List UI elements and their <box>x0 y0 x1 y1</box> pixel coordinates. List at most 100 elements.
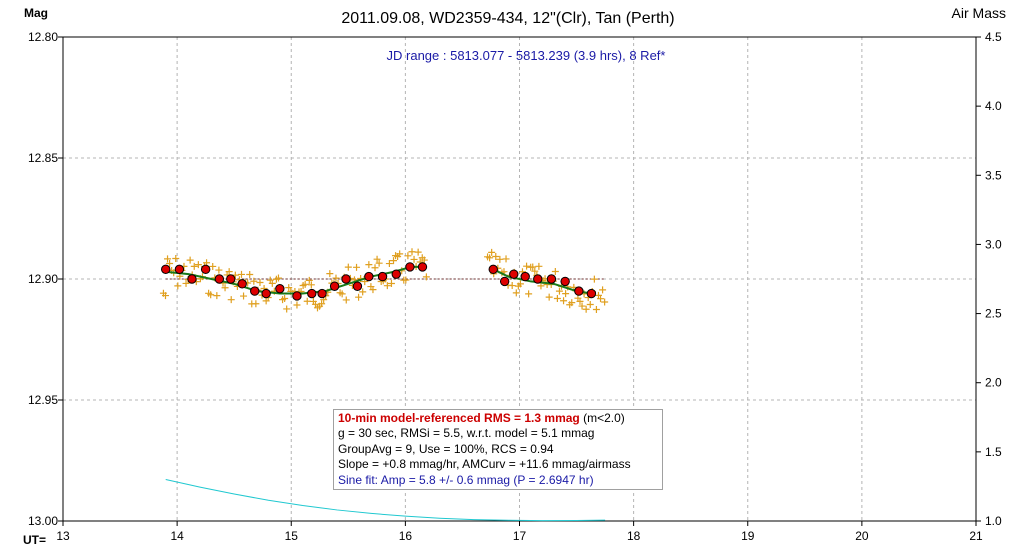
group-average-point <box>307 288 317 299</box>
raw-data-point <box>285 284 293 292</box>
raw-data-point <box>488 248 496 256</box>
group-average-point <box>250 286 260 296</box>
group-average-point <box>417 262 428 272</box>
raw-data-point <box>332 274 340 282</box>
x-tick-label: 14 <box>170 529 184 543</box>
raw-data-point <box>535 262 543 270</box>
raw-data-point <box>194 261 202 269</box>
raw-data-point <box>215 266 223 274</box>
raw-data-point <box>161 292 169 300</box>
raw-data-point <box>597 295 605 303</box>
y2-tick-label: 4.5 <box>985 30 1002 44</box>
group-average-point <box>292 291 302 301</box>
raw-data-point <box>371 264 379 272</box>
y-tick-label: 12.85 <box>28 151 58 165</box>
rms-line: 10-min model-referenced RMS = 1.3 mmag (… <box>338 411 658 426</box>
y2-tick-label: 2.0 <box>985 376 1002 390</box>
raw-data-point <box>301 280 309 288</box>
x-tick-label: 18 <box>627 529 641 543</box>
y-tick-label: 13.00 <box>28 514 58 528</box>
group-average-point <box>364 271 374 282</box>
raw-data-point <box>240 292 248 300</box>
y2-tick-label: 3.0 <box>985 237 1002 251</box>
raw-data-point <box>586 300 594 308</box>
y2-tick-label: 1.0 <box>985 514 1002 528</box>
y2-tick-label: 4.0 <box>985 99 1002 113</box>
raw-data-point <box>283 305 291 313</box>
raw-data-point <box>590 275 598 283</box>
rms-condition: (m<2.0) <box>579 411 625 425</box>
raw-data-point <box>182 279 190 287</box>
raw-data-point <box>359 288 367 296</box>
raw-data-point <box>496 255 504 263</box>
group-average-point <box>488 264 498 275</box>
raw-data-point <box>508 282 516 290</box>
y-tick-label: 12.95 <box>28 393 58 407</box>
raw-data-point <box>274 274 282 282</box>
raw-data-point <box>531 267 539 275</box>
raw-data-point <box>227 296 235 304</box>
raw-data-point <box>307 281 315 289</box>
raw-data-point <box>225 268 233 276</box>
raw-data-point <box>375 259 383 267</box>
group-average-point <box>586 288 597 299</box>
raw-data-point <box>523 262 531 270</box>
group-average-point <box>174 264 185 275</box>
group-average-point <box>329 281 340 291</box>
group-average-point <box>226 274 236 284</box>
raw-data-point <box>355 293 363 301</box>
raw-data-point <box>414 248 422 256</box>
group-average-point <box>520 271 530 282</box>
groupavg-line: GroupAvg = 9, Use = 100%, RCS = 0.94 <box>338 441 554 456</box>
group-average-point <box>214 274 225 284</box>
raw-data-point <box>537 282 545 290</box>
left-axis-title: Mag <box>24 6 48 20</box>
group-average-point <box>546 274 557 284</box>
raw-data-point <box>402 276 410 284</box>
raw-data-point <box>592 306 600 314</box>
raw-data-point <box>390 257 398 265</box>
x-tick-label: 16 <box>399 529 413 543</box>
raw-data-point <box>174 282 182 290</box>
raw-data-point <box>293 301 301 309</box>
raw-data-point <box>408 248 416 256</box>
raw-data-point <box>326 270 334 278</box>
x-tick-label: 17 <box>513 529 527 543</box>
raw-data-point <box>516 280 524 288</box>
raw-data-point <box>344 263 352 271</box>
raw-data-point <box>529 263 537 271</box>
raw-data-point <box>410 255 418 263</box>
raw-data-point <box>560 297 568 305</box>
raw-data-point <box>353 263 361 271</box>
raw-data-point <box>305 276 313 284</box>
statistics-box: 10-min model-referenced RMS = 1.3 mmag (… <box>333 409 663 490</box>
raw-data-point <box>281 294 289 302</box>
raw-data-point <box>422 273 430 281</box>
x-tick-label: 21 <box>969 529 983 543</box>
raw-data-point <box>318 300 326 308</box>
group-average-point <box>187 274 197 284</box>
raw-data-point <box>553 295 561 303</box>
raw-data-point <box>385 260 393 268</box>
raw-data-point <box>213 292 221 300</box>
raw-data-point <box>252 300 260 308</box>
group-average-point <box>499 276 510 287</box>
group-average-point <box>161 264 171 275</box>
raw-data-point <box>256 278 264 286</box>
x-tick-label: 13 <box>56 529 70 543</box>
raw-data-point <box>404 252 412 260</box>
rmsi-line: g = 30 sec, RMSi = 5.5, w.r.t. model = 5… <box>338 426 595 441</box>
group-average-point <box>574 286 584 296</box>
raw-data-point <box>555 287 563 295</box>
raw-data-point <box>365 261 373 269</box>
raw-data-point <box>373 255 381 263</box>
group-average-point <box>405 262 415 272</box>
raw-data-point <box>209 262 217 270</box>
rms-value: 10-min model-referenced RMS = 1.3 mmag <box>338 411 580 425</box>
raw-data-point <box>525 290 533 298</box>
x-tick-label: 19 <box>741 529 755 543</box>
raw-data-point <box>492 253 500 261</box>
raw-data-point <box>311 300 319 308</box>
y2-tick-label: 2.5 <box>985 307 1002 321</box>
